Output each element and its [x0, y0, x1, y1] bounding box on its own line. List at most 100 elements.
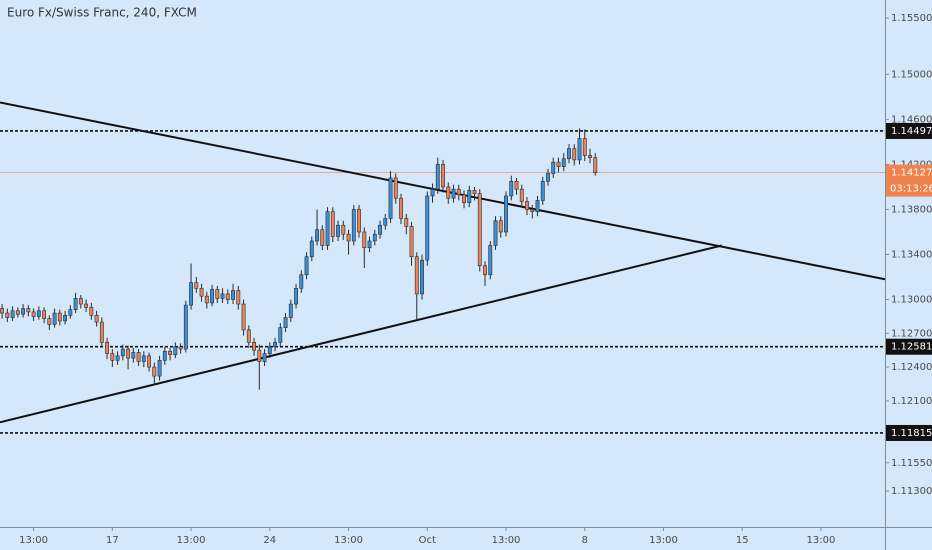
- candle-body: [315, 229, 319, 242]
- candle-body: [162, 351, 167, 361]
- candle-body: [546, 173, 550, 182]
- candle-body: [73, 298, 78, 310]
- level-tag: [886, 338, 932, 355]
- candle-body: [367, 240, 372, 249]
- candle-body: [199, 287, 204, 297]
- candle-body: [493, 220, 498, 246]
- level-tag-label: 1.14497: [891, 126, 932, 137]
- candle-body: [131, 352, 136, 359]
- candle-body: [582, 138, 587, 156]
- candle-body: [351, 209, 356, 242]
- y-tick-label: 1.12700: [891, 328, 932, 339]
- candle-body: [168, 351, 172, 356]
- candle-body: [215, 289, 220, 299]
- candle-body: [204, 295, 209, 304]
- x-tick-label: 13:00: [19, 535, 48, 546]
- candle-body: [540, 180, 545, 201]
- candle-body: [472, 190, 477, 194]
- candle-body: [120, 348, 125, 357]
- candle-body: [341, 224, 346, 235]
- level-tag: [886, 424, 932, 441]
- last-price-tag: [886, 164, 932, 197]
- candle-body: [84, 303, 89, 308]
- candle-body: [498, 220, 503, 233]
- candle-body: [383, 218, 388, 226]
- countdown-label: 03:13:26: [890, 184, 932, 195]
- candle-body: [262, 353, 267, 362]
- candle-body: [435, 164, 440, 190]
- candle-body: [52, 312, 57, 325]
- candle-body: [241, 303, 246, 331]
- candle-body: [309, 240, 314, 258]
- candle-body: [488, 245, 493, 276]
- candle-body: [183, 304, 188, 350]
- candle-body: [267, 346, 272, 354]
- candle-body: [393, 177, 398, 199]
- candle-body: [336, 224, 340, 237]
- x-tick-label: Oct: [419, 535, 436, 546]
- x-tick-label: 13:00: [492, 535, 521, 546]
- candle-body: [115, 355, 120, 361]
- candle-body: [5, 312, 10, 318]
- y-tick-label: 1.13800: [891, 204, 932, 215]
- candle-body: [556, 161, 561, 167]
- y-tick-label: 1.13400: [891, 249, 932, 260]
- candle-body: [320, 229, 325, 246]
- candle-body: [283, 317, 288, 328]
- candle-body: [288, 303, 293, 318]
- candle-body: [430, 188, 435, 197]
- candle-body: [330, 211, 335, 237]
- y-tick-label: 1.15500: [891, 13, 932, 24]
- candle-body: [47, 318, 52, 325]
- candle-body: [456, 188, 461, 196]
- candle-body: [588, 155, 592, 158]
- x-tick-label: 24: [263, 535, 276, 546]
- candle-body: [94, 314, 99, 323]
- candle-body: [567, 148, 571, 160]
- candle-body: [0, 308, 5, 314]
- candle-body: [451, 188, 456, 199]
- level-tag-label: 1.12581: [891, 342, 932, 353]
- candle-body: [105, 342, 110, 354]
- candle-body: [346, 233, 351, 242]
- candle-body: [89, 307, 94, 316]
- candle-body: [178, 346, 183, 350]
- candle-body: [446, 186, 451, 199]
- x-tick-label: 8: [582, 535, 588, 546]
- candle-body: [31, 311, 36, 317]
- candle-body: [36, 310, 41, 317]
- candle-body: [78, 298, 83, 305]
- plot-area: [0, 101, 886, 434]
- candle-body: [514, 180, 519, 190]
- candle-body: [425, 195, 430, 261]
- candle-body: [299, 274, 304, 289]
- candle-body: [257, 349, 262, 362]
- trend-line: [0, 244, 722, 424]
- y-tick-label: 1.14600: [891, 114, 932, 125]
- candle-body: [189, 282, 193, 306]
- candle-body: [68, 309, 73, 316]
- x-tick-label: 17: [106, 535, 119, 546]
- candle-body: [57, 312, 62, 322]
- y-tick-label: 1.15000: [891, 69, 932, 80]
- candle-body: [225, 293, 230, 300]
- candle-body: [246, 329, 251, 343]
- candle-body: [420, 259, 424, 295]
- candle-body: [325, 211, 330, 246]
- candle-body: [504, 195, 508, 233]
- candle-body: [273, 342, 277, 348]
- x-tick-label: 13:00: [177, 535, 206, 546]
- candle-body: [236, 290, 241, 305]
- candle-body: [477, 193, 482, 267]
- candle-body: [561, 158, 566, 167]
- y-tick-label: 1.11550: [891, 458, 932, 469]
- last-price-label: 1.14127: [891, 168, 932, 179]
- candle-body: [152, 366, 157, 377]
- candle-body: [110, 353, 115, 361]
- candle-body: [136, 352, 141, 362]
- candle-body: [441, 164, 445, 188]
- candle-body: [483, 265, 487, 276]
- y-tick-label: 1.13000: [891, 295, 932, 306]
- candle-body: [462, 194, 466, 203]
